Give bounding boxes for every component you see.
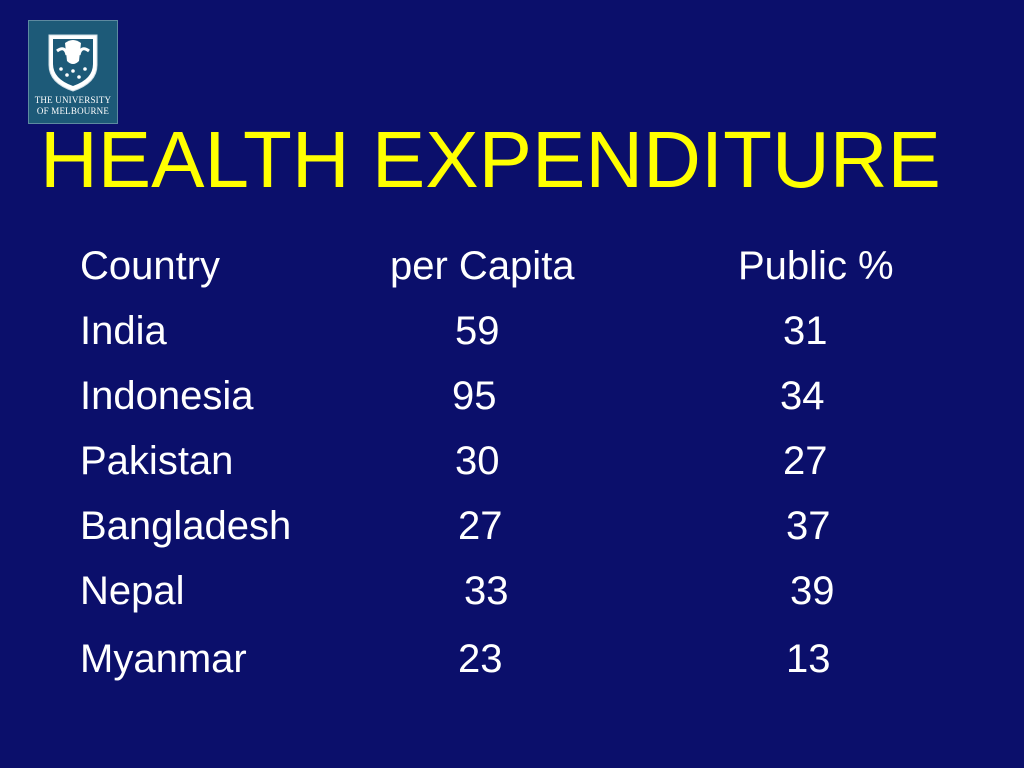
per-capita-cell: 27: [458, 504, 503, 548]
country-cell: India: [80, 309, 167, 353]
public-percent-cell: 34: [780, 374, 825, 418]
column-header: Country: [80, 244, 221, 288]
column-header: Public %: [738, 244, 894, 288]
country-cell: Pakistan: [80, 439, 234, 483]
public-percent-cell: 27: [783, 439, 828, 483]
country-cell: Bangladesh: [80, 504, 292, 548]
country-cell: Myanmar: [80, 637, 247, 681]
column-header: per Capita: [390, 244, 575, 288]
country-cell: Indonesia: [80, 374, 254, 418]
public-percent-cell: 31: [783, 309, 828, 353]
slide-title: HEALTH EXPENDITURE: [40, 115, 941, 204]
per-capita-cell: 59: [455, 309, 500, 353]
university-logo: THE UNIVERSITY OF MELBOURNE: [28, 20, 118, 124]
public-percent-cell: 39: [790, 569, 835, 613]
logo-text: THE UNIVERSITY: [34, 95, 112, 105]
per-capita-cell: 33: [464, 569, 509, 613]
country-cell: Nepal: [80, 569, 185, 613]
public-percent-cell: 37: [786, 504, 831, 548]
logo-text: OF MELBOURNE: [36, 106, 110, 116]
per-capita-cell: 30: [455, 439, 500, 483]
logo-crest: [48, 34, 98, 92]
per-capita-cell: 95: [452, 374, 497, 418]
public-percent-cell: 13: [786, 637, 831, 681]
per-capita-cell: 23: [458, 637, 503, 681]
